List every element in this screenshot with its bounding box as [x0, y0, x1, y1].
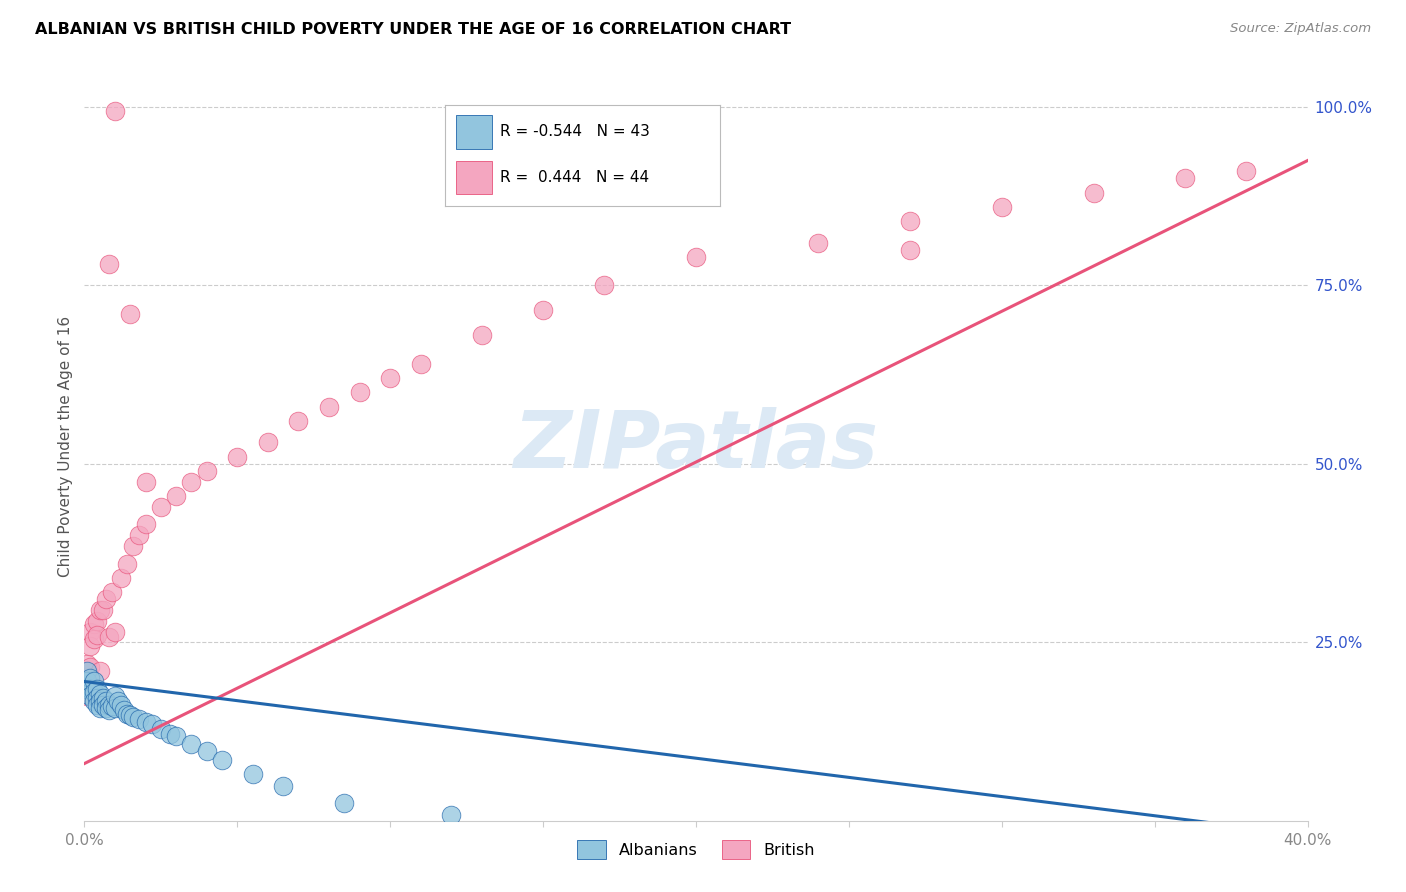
Point — [122, 539, 145, 553]
Point — [97, 257, 120, 271]
Point — [89, 694, 111, 708]
Point — [107, 694, 129, 708]
Point — [91, 698, 114, 712]
Point — [531, 303, 554, 318]
Point — [135, 475, 157, 489]
Point — [257, 435, 280, 450]
Point — [226, 450, 249, 464]
Point — [94, 592, 117, 607]
Point — [79, 639, 101, 653]
Point — [79, 671, 101, 685]
Point — [180, 737, 202, 751]
Point — [115, 706, 138, 721]
Point — [101, 699, 124, 714]
Point — [79, 689, 101, 703]
Legend: Albanians, British: Albanians, British — [571, 834, 821, 865]
Point — [898, 214, 921, 228]
Point — [287, 414, 309, 428]
Point — [79, 681, 101, 696]
Point — [89, 664, 111, 678]
Point — [83, 694, 105, 708]
Point — [120, 708, 142, 723]
Point — [110, 571, 132, 585]
Point — [271, 780, 294, 794]
Point — [242, 767, 264, 781]
Point — [94, 694, 117, 708]
Point — [165, 489, 187, 503]
Point — [104, 103, 127, 118]
Point — [180, 475, 202, 489]
Point — [1083, 186, 1105, 200]
Point — [79, 660, 101, 674]
Text: Source: ZipAtlas.com: Source: ZipAtlas.com — [1230, 22, 1371, 36]
Point — [83, 617, 105, 632]
Point — [211, 753, 233, 767]
Point — [898, 243, 921, 257]
Point — [128, 528, 150, 542]
Point — [471, 328, 494, 343]
Point — [76, 664, 98, 678]
Point — [104, 624, 127, 639]
Point — [149, 500, 172, 514]
Point — [409, 357, 432, 371]
Point — [318, 400, 340, 414]
Point — [1236, 164, 1258, 178]
Point — [76, 689, 98, 703]
Point — [86, 681, 108, 696]
Point — [86, 690, 108, 705]
Point — [97, 703, 120, 717]
Point — [991, 200, 1014, 214]
Point — [104, 689, 127, 703]
Point — [112, 703, 135, 717]
Point — [120, 307, 142, 321]
Point — [97, 698, 120, 712]
Point — [91, 690, 114, 705]
Point — [593, 278, 616, 293]
Point — [149, 723, 172, 737]
Y-axis label: Child Poverty Under the Age of 16: Child Poverty Under the Age of 16 — [58, 316, 73, 576]
Point — [76, 674, 98, 689]
Point — [807, 235, 830, 250]
Point — [159, 726, 181, 740]
Point — [195, 464, 218, 478]
Point — [195, 744, 218, 758]
Point — [83, 685, 105, 699]
Point — [86, 628, 108, 642]
Point — [165, 730, 187, 744]
Point — [86, 698, 108, 712]
Point — [76, 681, 98, 696]
Point — [685, 250, 707, 264]
Text: ZIPatlas: ZIPatlas — [513, 407, 879, 485]
Point — [101, 585, 124, 599]
Point — [128, 712, 150, 726]
Point — [76, 674, 98, 689]
Point — [104, 701, 127, 715]
Point — [141, 717, 163, 731]
Point — [380, 371, 402, 385]
Point — [89, 701, 111, 715]
Point — [89, 687, 111, 701]
Point — [135, 517, 157, 532]
Point — [76, 657, 98, 671]
Point — [89, 603, 111, 617]
Point — [115, 557, 138, 571]
Point — [135, 715, 157, 730]
Point — [97, 630, 120, 644]
Point — [91, 603, 114, 617]
Point — [110, 698, 132, 712]
Point — [122, 710, 145, 724]
Text: ALBANIAN VS BRITISH CHILD POVERTY UNDER THE AGE OF 16 CORRELATION CHART: ALBANIAN VS BRITISH CHILD POVERTY UNDER … — [35, 22, 792, 37]
Point — [83, 632, 105, 646]
Point — [333, 796, 356, 810]
Point — [86, 614, 108, 628]
Point — [94, 701, 117, 715]
Point — [76, 681, 98, 696]
Point — [79, 624, 101, 639]
Point — [349, 385, 371, 400]
Point — [1174, 171, 1197, 186]
Point — [83, 674, 105, 689]
Point — [440, 808, 463, 822]
